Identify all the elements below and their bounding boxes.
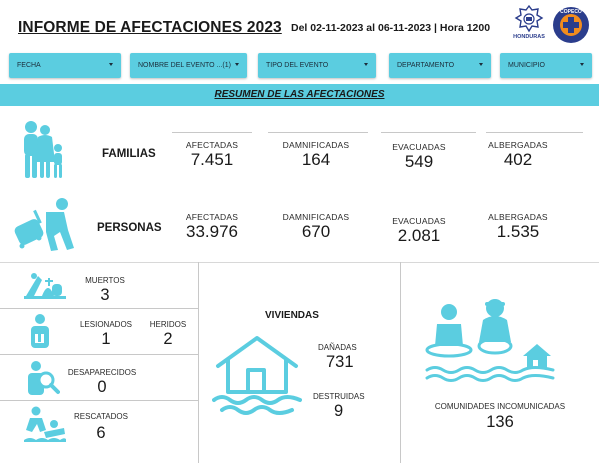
flooded-house-icon bbox=[212, 336, 302, 415]
personas-albergadas: ALBERGADAS 1.535 bbox=[468, 212, 568, 242]
personas-label: PERSONAS bbox=[97, 222, 162, 234]
desaparecidos-label: DESAPARECIDOS bbox=[67, 368, 137, 377]
viviendas-danadas-value: 731 bbox=[326, 353, 354, 371]
viviendas-destruidas-label: DESTRUIDAS bbox=[313, 392, 365, 401]
filter-label: NOMBRE DEL EVENTO ...(1) bbox=[138, 62, 231, 69]
chevron-down-icon bbox=[109, 63, 113, 66]
metric-label: EVACUADAS bbox=[392, 142, 446, 152]
chevron-down-icon bbox=[479, 63, 483, 66]
metric-label: ALBERGADAS bbox=[488, 212, 548, 222]
metric-value: 33.976 bbox=[186, 222, 238, 241]
filter-bar: FECHA NOMBRE DEL EVENTO ...(1) TIPO DEL … bbox=[0, 48, 599, 82]
familias-damnificadas: DAMNIFICADAS 164 bbox=[266, 140, 366, 170]
funeral-icon bbox=[24, 273, 66, 299]
isolated-community-icon bbox=[425, 299, 555, 382]
family-icon bbox=[24, 121, 62, 178]
viviendas-destruidas-value: 9 bbox=[334, 402, 344, 420]
familias-row: FAMILIAS AFECTADAS 7.451 DAMNIFICADAS 16… bbox=[0, 112, 599, 196]
person-luggage-icon bbox=[14, 198, 74, 251]
chevron-down-icon bbox=[364, 63, 368, 66]
filter-departamento[interactable]: DEPARTAMENTO bbox=[389, 53, 491, 78]
metric-label: AFECTADAS bbox=[185, 140, 239, 150]
comunidades-value: 136 bbox=[486, 413, 514, 431]
column-divider-left bbox=[198, 262, 199, 463]
metric-value: 1.535 bbox=[496, 222, 540, 241]
metric-value: 549 bbox=[404, 152, 434, 171]
personas-damnificadas: DAMNIFICADAS 670 bbox=[266, 212, 366, 242]
missing-person-icon bbox=[28, 361, 60, 395]
viviendas-title: VIVIENDAS bbox=[265, 310, 319, 321]
chevron-down-icon bbox=[235, 63, 239, 66]
filter-fecha[interactable]: FECHA bbox=[9, 53, 121, 78]
filter-label: TIPO DEL EVENTO bbox=[266, 62, 329, 69]
report-header: INFORME DE AFECTACIONES 2023 Del 02-11-2… bbox=[0, 0, 599, 48]
copeco-logo-text: COPECO bbox=[560, 9, 582, 15]
rescatados-value: 6 bbox=[96, 424, 106, 442]
chevron-down-icon bbox=[580, 63, 584, 66]
heridos-label: HERIDOS bbox=[149, 320, 187, 329]
summary-banner: RESUMEN DE LAS AFECTACIONES bbox=[0, 84, 599, 106]
comunidades-label: COMUNIDADES INCOMUNICADAS bbox=[434, 402, 566, 411]
metric-label: AFECTADAS bbox=[185, 212, 239, 222]
filter-nombre-evento[interactable]: NOMBRE DEL EVENTO ...(1) bbox=[130, 53, 247, 78]
filter-municipio[interactable]: MUNICIPIO bbox=[500, 53, 592, 78]
lesionados-value: 1 bbox=[101, 330, 111, 348]
rescatados-label: RESCATADOS bbox=[74, 412, 128, 421]
personas-afectadas: AFECTADAS 33.976 bbox=[162, 212, 262, 242]
metric-value: 402 bbox=[503, 150, 533, 169]
desaparecidos-value: 0 bbox=[97, 378, 107, 396]
filter-label: DEPARTAMENTO bbox=[397, 62, 455, 69]
personas-row: PERSONAS AFECTADAS 33.976 DAMNIFICADAS 6… bbox=[0, 196, 599, 258]
metric-value: 2.081 bbox=[397, 226, 441, 245]
page-title: INFORME DE AFECTACIONES 2023 bbox=[18, 19, 282, 36]
personas-evacuadas: EVACUADAS 2.081 bbox=[369, 216, 469, 246]
metric-label: DAMNIFICADAS bbox=[282, 140, 350, 150]
muertos-value: 3 bbox=[100, 286, 110, 304]
familias-evacuadas: EVACUADAS 549 bbox=[369, 142, 469, 172]
honduras-logo: HONDURAS bbox=[512, 4, 546, 46]
metric-label: ALBERGADAS bbox=[488, 140, 548, 150]
rescue-icon bbox=[24, 406, 66, 442]
copeco-logo: COPECO bbox=[552, 6, 590, 44]
metric-label: EVACUADAS bbox=[392, 216, 446, 226]
copeco-emblem-icon: COPECO bbox=[553, 7, 589, 43]
honduras-emblem-icon bbox=[514, 4, 544, 33]
filter-tipo-evento[interactable]: TIPO DEL EVENTO bbox=[258, 53, 376, 78]
metric-value: 7.451 bbox=[190, 150, 234, 169]
heridos-value: 2 bbox=[163, 330, 173, 348]
injured-icon bbox=[31, 314, 49, 348]
column-divider-right bbox=[400, 262, 401, 463]
honduras-logo-text: HONDURAS bbox=[513, 34, 545, 40]
familias-albergadas: ALBERGADAS 402 bbox=[468, 140, 568, 170]
familias-afectadas: AFECTADAS 7.451 bbox=[162, 140, 262, 170]
lesionados-label: LESIONADOS bbox=[79, 320, 132, 329]
metric-value: 670 bbox=[301, 222, 331, 241]
filter-label: MUNICIPIO bbox=[508, 62, 545, 69]
filter-label: FECHA bbox=[17, 62, 41, 69]
viviendas-danadas-label: DAÑADAS bbox=[318, 343, 357, 352]
metric-value: 164 bbox=[301, 150, 331, 169]
familias-label: FAMILIAS bbox=[102, 148, 156, 160]
date-range: Del 02-11-2023 al 06-11-2023 | Hora 1200 bbox=[291, 22, 491, 34]
muertos-label: MUERTOS bbox=[85, 276, 125, 285]
section-divider bbox=[0, 262, 599, 263]
metric-label: DAMNIFICADAS bbox=[282, 212, 350, 222]
